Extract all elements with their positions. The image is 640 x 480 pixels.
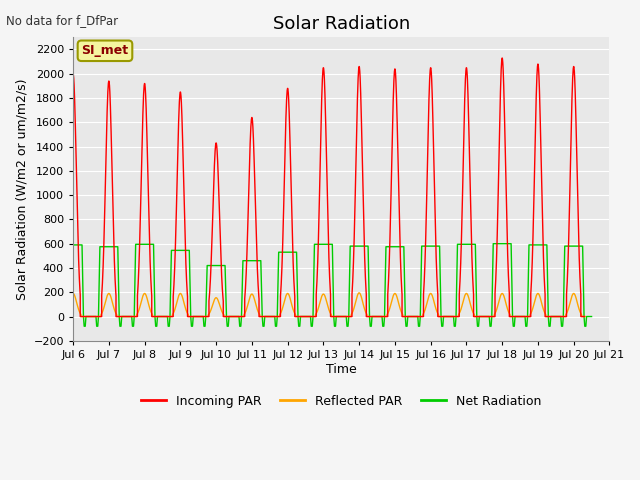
Incoming PAR — [63, 286, 70, 292]
Reflected PAR — [454, 313, 461, 319]
Net Radiation — [588, 313, 595, 319]
Line: Net Radiation: Net Radiation — [55, 244, 591, 326]
Net Radiation — [296, 324, 303, 329]
Incoming PAR — [51, 313, 59, 319]
Net Radiation — [328, 241, 336, 247]
Y-axis label: Solar Radiation (W/m2 or um/m2/s): Solar Radiation (W/m2 or um/m2/s) — [15, 78, 28, 300]
Incoming PAR — [390, 87, 397, 93]
Reflected PAR — [244, 301, 252, 307]
Reflected PAR — [62, 311, 70, 317]
Reflected PAR — [348, 311, 355, 317]
Reflected PAR — [355, 290, 363, 296]
Text: SI_met: SI_met — [81, 44, 129, 57]
Incoming PAR — [244, 203, 252, 209]
Reflected PAR — [581, 313, 589, 319]
Incoming PAR — [349, 286, 356, 291]
Net Radiation — [490, 241, 497, 247]
X-axis label: Time: Time — [326, 362, 356, 376]
Incoming PAR — [580, 313, 588, 319]
Line: Reflected PAR: Reflected PAR — [55, 293, 585, 316]
Legend: Incoming PAR, Reflected PAR, Net Radiation: Incoming PAR, Reflected PAR, Net Radiati… — [136, 390, 547, 412]
Net Radiation — [271, 324, 279, 329]
Incoming PAR — [498, 55, 506, 61]
Net Radiation — [235, 313, 243, 319]
Incoming PAR — [215, 188, 223, 194]
Net Radiation — [51, 313, 59, 319]
Title: Solar Radiation: Solar Radiation — [273, 15, 410, 33]
Incoming PAR — [435, 313, 442, 319]
Text: No data for f_DfPar: No data for f_DfPar — [6, 14, 118, 27]
Reflected PAR — [215, 300, 223, 306]
Line: Incoming PAR: Incoming PAR — [55, 58, 584, 316]
Net Radiation — [401, 313, 409, 319]
Net Radiation — [57, 324, 65, 329]
Reflected PAR — [51, 313, 59, 319]
Net Radiation — [321, 241, 328, 247]
Reflected PAR — [390, 292, 397, 298]
